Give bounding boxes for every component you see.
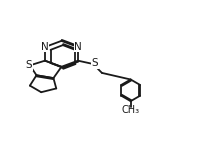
Text: N: N	[41, 42, 49, 52]
Text: N: N	[74, 42, 82, 52]
Text: S: S	[26, 60, 32, 70]
Text: S: S	[92, 58, 98, 68]
Text: CH₃: CH₃	[122, 105, 140, 115]
